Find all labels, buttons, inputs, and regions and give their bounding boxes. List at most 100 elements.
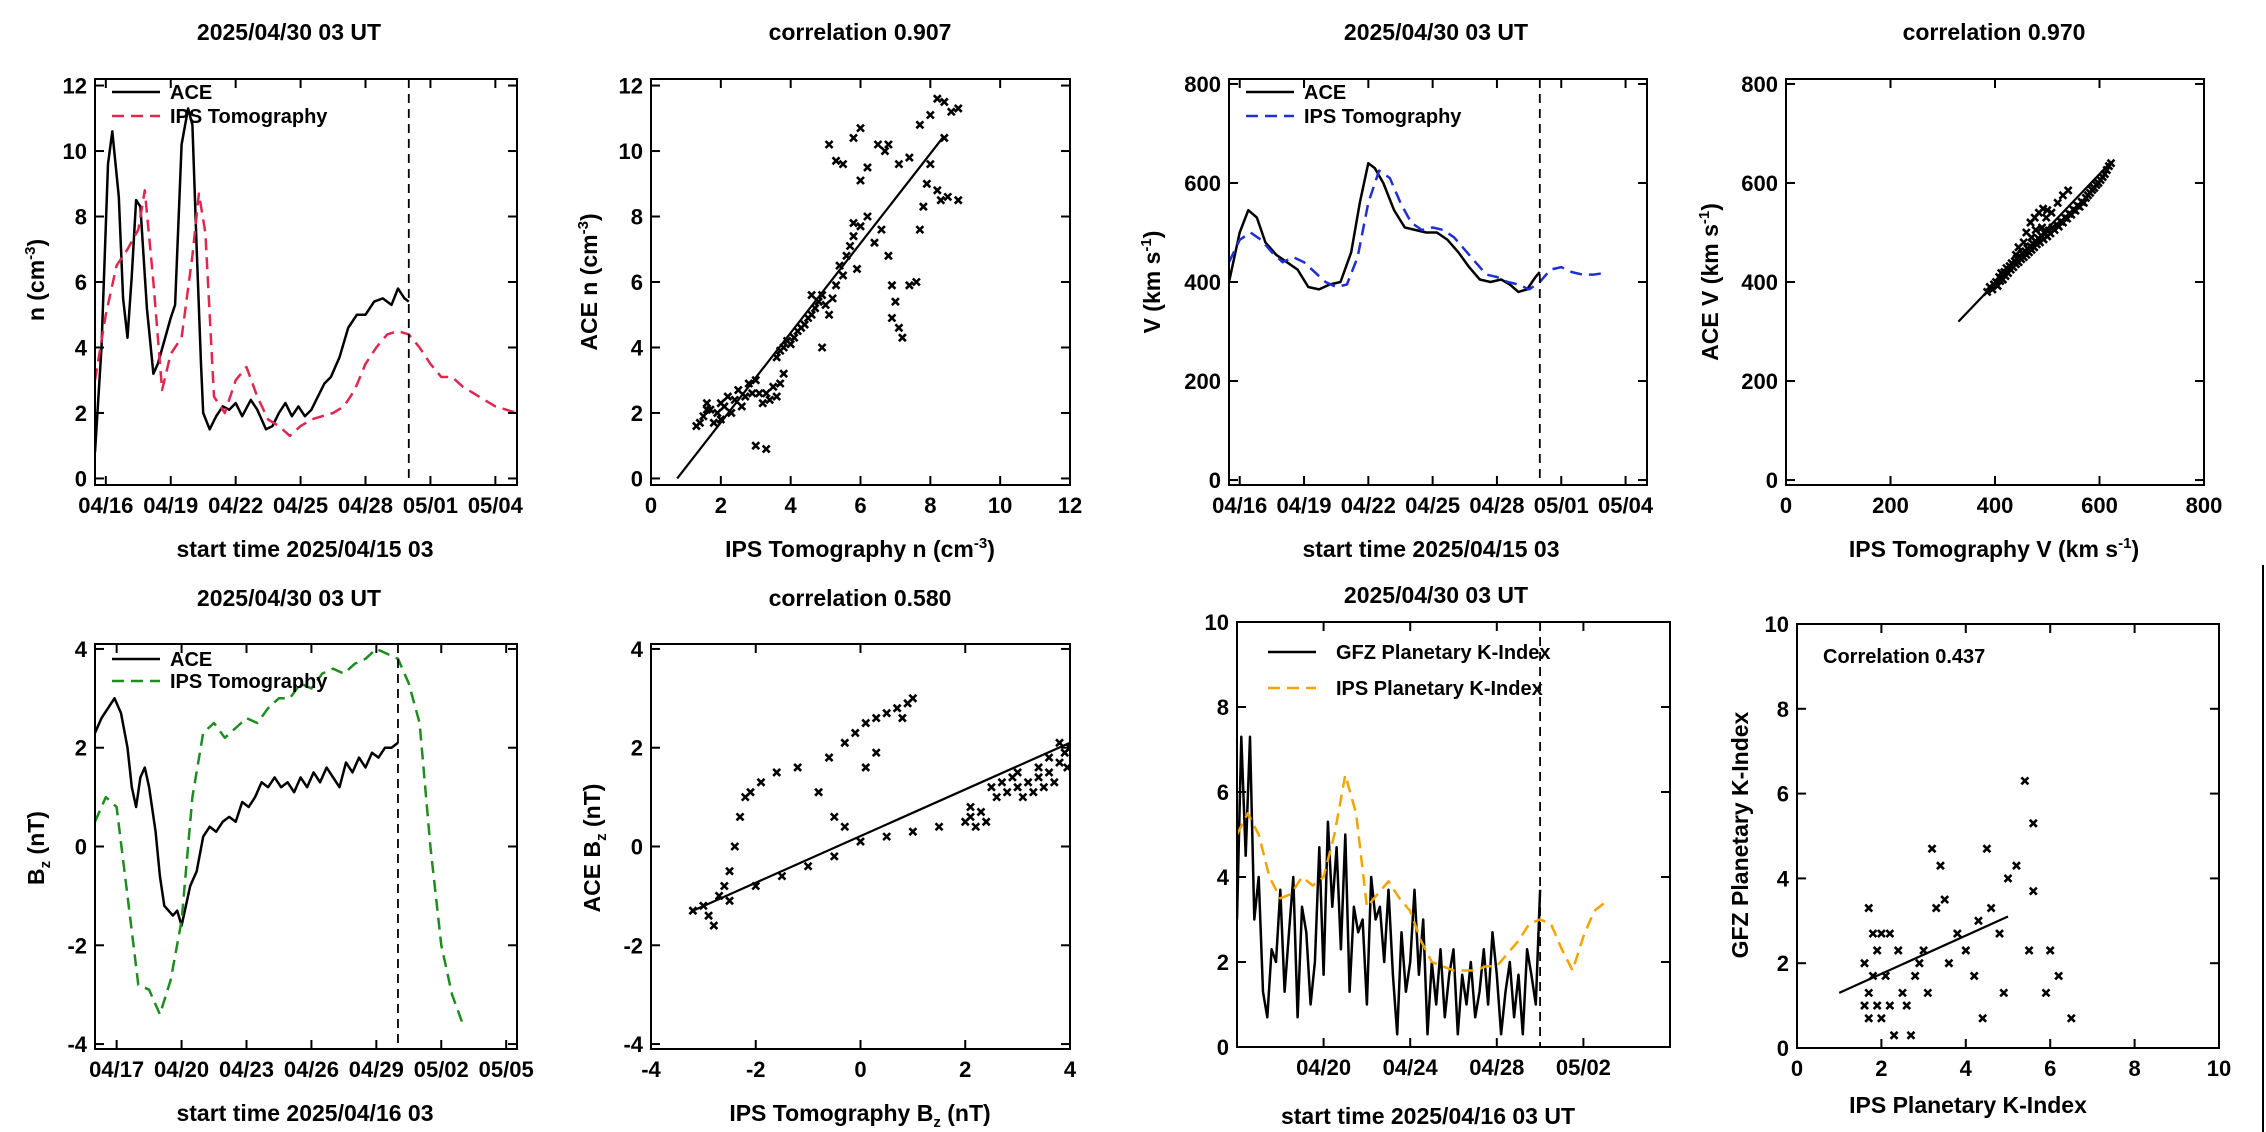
scatter-point [2024, 946, 2034, 955]
scatter-point [1902, 1001, 1912, 1011]
scatter-point [871, 748, 881, 758]
y-tick-label: 600 [1741, 171, 1778, 196]
legend-label-ips: IPS Tomography [1304, 106, 1462, 128]
scatter-point [1974, 916, 1983, 926]
x-tick-label: 10 [2207, 1056, 2231, 1081]
scatter-point [1034, 763, 1043, 772]
scatter-point [873, 140, 883, 149]
scatter-point [756, 777, 766, 787]
scatter-point [758, 398, 768, 408]
y-tick-label: 2 [75, 736, 87, 761]
scatter-point [737, 401, 747, 411]
series-line-ips [95, 189, 517, 438]
y-tick-label: 0 [1217, 1035, 1229, 1060]
x-axis-label: start time 2025/04/16 03 UT [1281, 1103, 1575, 1129]
scatter-point [716, 415, 726, 424]
x-tick-label: 05/02 [414, 1057, 469, 1082]
legend-label-ips: IPS Planetary K-Index [1336, 678, 1543, 700]
x-tick-label: 05/01 [1534, 493, 1589, 518]
x-tick-label: 05/02 [1556, 1055, 1611, 1080]
scatter-point [772, 767, 782, 777]
scatter-point [1982, 287, 1992, 297]
plot-area: 04/16 04/19 04/22 04/25 04/28 05/01 05/04 0 2 4 6 8… [63, 74, 524, 518]
plot-frame [650, 78, 1071, 486]
x-tick-label: 04/24 [1383, 1055, 1439, 1080]
y-tick-label: 12 [619, 74, 643, 99]
y-tick-label: 4 [75, 335, 88, 360]
scatter-point [733, 385, 743, 395]
scatter-point [751, 881, 761, 891]
scatter-point [751, 441, 761, 451]
y-axis-label: n (cm-3) [22, 239, 49, 321]
scatter-point [2020, 776, 2030, 786]
scatter-point [2054, 971, 2064, 981]
panel-title: 2025/04/30 03 UT [197, 19, 381, 45]
x-tick-label: 6 [2044, 1056, 2056, 1081]
regression-line [1838, 915, 2009, 994]
scatter-point [824, 310, 834, 320]
scatter-point [726, 408, 736, 418]
legend-label-ips: IPS Tomography [170, 106, 328, 128]
panel-bz-timeseries: 2025/04/30 03 UT start time 2025/04/16 0… [23, 585, 534, 1126]
x-tick-label: 04/26 [284, 1057, 339, 1082]
x-tick-label: 04/19 [1276, 493, 1331, 518]
scatter-point [2027, 233, 2036, 242]
scatter-point [744, 379, 754, 388]
scatter-point [852, 264, 862, 274]
y-tick-label: 6 [631, 270, 643, 295]
scatter-point [730, 842, 740, 851]
x-tick-label: 4 [1064, 1057, 1077, 1082]
scatter-point [1906, 1030, 1916, 1040]
plot-area: 0 2 4 6 8 10 12 0 2 4 6 8 10 12 [619, 74, 1083, 518]
scatter-point [2041, 213, 2051, 223]
scatter-point [890, 297, 900, 307]
legend-label-gfz: GFZ Planetary K-Index [1336, 642, 1551, 664]
x-tick-label: 04/28 [1469, 493, 1524, 518]
y-tick-label: -4 [67, 1032, 87, 1057]
scatter-point [824, 753, 834, 763]
scatter-point [814, 787, 824, 797]
scatter-point [856, 176, 865, 185]
y-tick-label: 2 [631, 401, 643, 426]
x-tick-label: 05/04 [1598, 493, 1654, 518]
scatter-point [1910, 971, 1920, 981]
scatter-point [740, 392, 750, 402]
y-tick-label: 8 [631, 205, 643, 230]
scatter-point [1982, 844, 1992, 854]
scatter-point [863, 162, 872, 172]
scatter-point [807, 290, 817, 300]
series-line-ips [1229, 169, 1605, 291]
scatter-point [838, 159, 848, 169]
x-tick-label: 10 [988, 493, 1012, 518]
scatter-point [915, 120, 925, 130]
x-tick-label: 12 [1058, 493, 1082, 518]
scatter-point [2012, 861, 2021, 871]
x-tick-label: 200 [1872, 493, 1909, 518]
scatter-point [1868, 971, 1878, 981]
y-tick-label: 10 [63, 139, 87, 164]
scatter-point [1055, 758, 1064, 767]
scatter-point [1936, 861, 1945, 871]
scatter-point [845, 241, 855, 251]
scatter-point [2053, 198, 2063, 208]
scatter-point [803, 861, 813, 871]
scatter-point [887, 313, 897, 323]
y-tick-label: 200 [1184, 369, 1221, 394]
panel-velocity-scatter: correlation 0.970 IPS Tomography V (km s… [1696, 19, 2222, 562]
scatter-point [1952, 929, 1962, 938]
x-tick-label: 400 [1977, 493, 2014, 518]
scatter-point [793, 763, 803, 772]
y-tick-label: 400 [1741, 270, 1778, 295]
scatter-point [2014, 242, 2023, 252]
scatter-point [831, 280, 841, 290]
scatter-point [1876, 1013, 1886, 1023]
x-tick-label: 2 [1875, 1056, 1887, 1081]
x-tick-label: 600 [2081, 493, 2118, 518]
series-line-primary [95, 697, 399, 927]
scatter-point [894, 323, 904, 333]
scatter-point [946, 107, 956, 117]
scatter-point [775, 379, 785, 388]
scatter-point [1868, 929, 1878, 938]
regression-line [692, 741, 1070, 912]
scatter-point [1018, 792, 1028, 802]
